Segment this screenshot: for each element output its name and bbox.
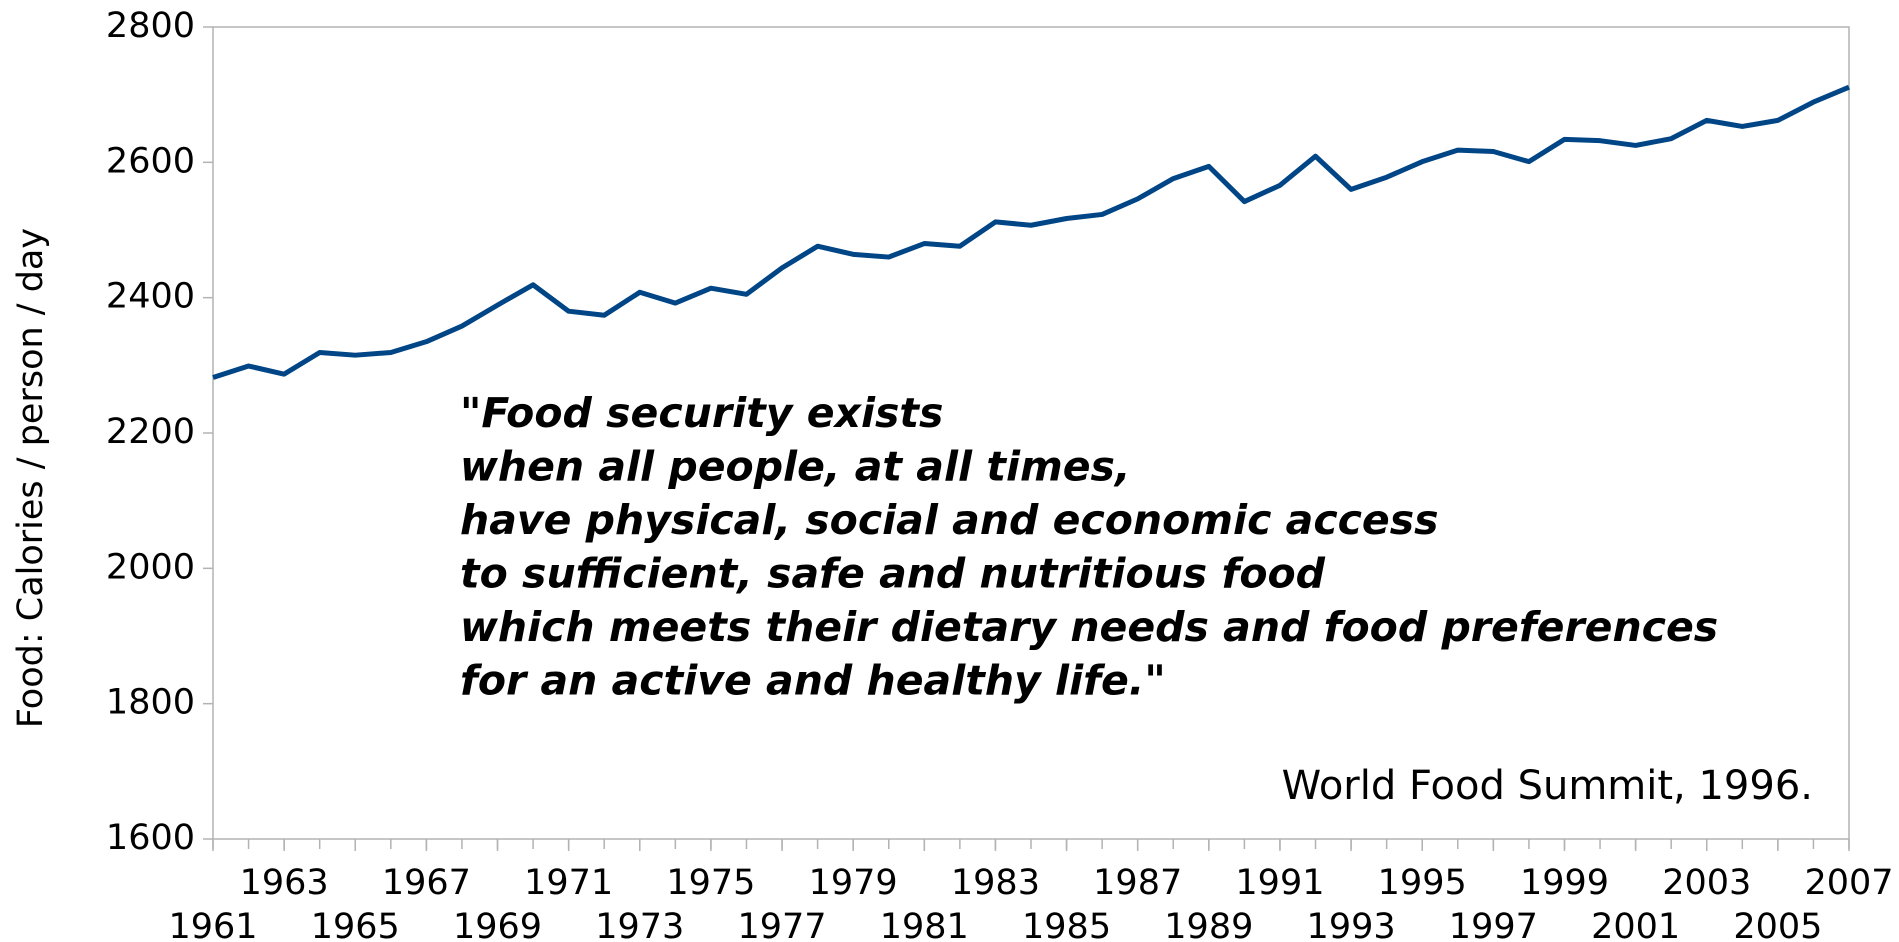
x-tick-label: 2005: [1733, 907, 1822, 942]
x-tick-label: 1963: [240, 863, 329, 903]
x-tick-label: 1989: [1164, 907, 1253, 942]
x-tick-label: 1987: [1093, 863, 1182, 903]
quote-line: which meets their dietary needs and food…: [460, 603, 1718, 651]
y-tick-label: 1800: [106, 683, 195, 723]
x-tick-label: 1991: [1235, 863, 1324, 903]
x-tick-label: 2003: [1662, 863, 1751, 903]
y-tick-label: 2000: [106, 547, 195, 587]
quote-line: when all people, at all times,: [460, 443, 1131, 491]
quote-line: to sufficient, safe and nutritious food: [460, 550, 1326, 598]
x-tick-label: 2007: [1804, 863, 1893, 903]
y-tick-label: 2400: [106, 277, 195, 317]
x-tick-label: 1977: [738, 907, 827, 942]
y-tick-label: 1600: [106, 818, 195, 858]
x-tick-label: 1973: [595, 907, 684, 942]
x-tick-label: 1975: [666, 863, 755, 903]
x-tick-label: 1969: [453, 907, 542, 942]
x-tick-label: 1981: [880, 907, 969, 942]
x-tick-label: 1971: [524, 863, 613, 903]
plot-area: [212, 26, 1850, 840]
quote-line: for an active and healthy life.": [460, 657, 1166, 705]
x-tick-label: 1979: [809, 863, 898, 903]
x-tick-label: 1985: [1022, 907, 1111, 942]
x-tick-label: 2001: [1591, 907, 1680, 942]
x-tick-label: 1967: [382, 863, 471, 903]
x-tick-label: 1995: [1378, 863, 1467, 903]
x-tick-label: 1997: [1449, 907, 1538, 942]
x-tick-label: 1983: [951, 863, 1040, 903]
y-axis-label: Food: Calories / person / day: [11, 228, 51, 728]
x-tick-label: 1999: [1520, 863, 1609, 903]
x-tick-label: 1965: [311, 907, 400, 942]
quote-line: have physical, social and economic acces…: [460, 496, 1439, 544]
data-line: [212, 84, 1850, 380]
x-tick-label: 1961: [168, 907, 257, 942]
y-tick-label: 2600: [106, 141, 195, 181]
y-tick-label: 2800: [106, 6, 195, 46]
y-tick-label: 2200: [106, 412, 195, 452]
quote-line: "Food security exists: [460, 389, 943, 437]
x-tick-label: 1993: [1307, 907, 1396, 942]
source-annotation: World Food Summit, 1996.: [1282, 763, 1813, 809]
